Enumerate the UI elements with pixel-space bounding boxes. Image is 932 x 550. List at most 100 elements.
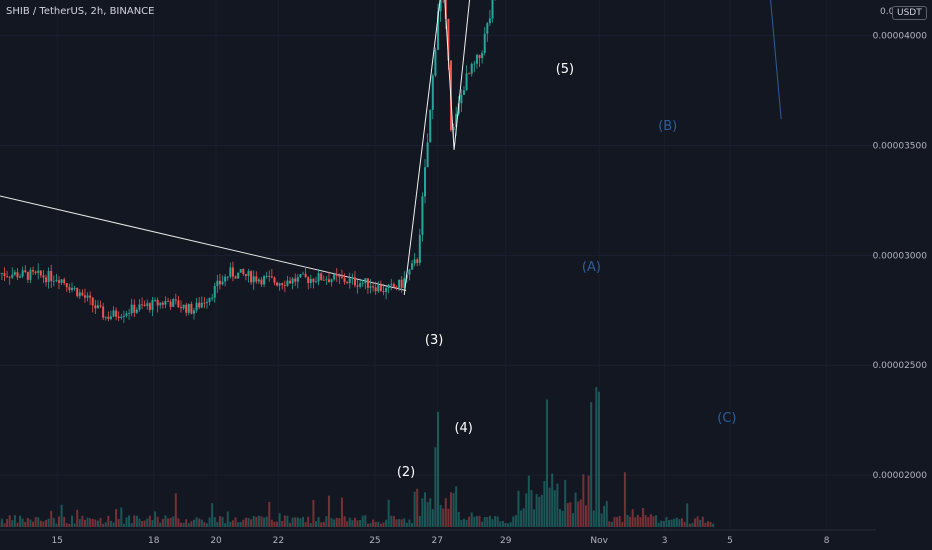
- volume-bar: [398, 519, 401, 527]
- volume-bar: [211, 503, 214, 527]
- volume-bar: [276, 521, 279, 527]
- candle-body: [117, 316, 120, 318]
- wave-label: (4): [454, 421, 472, 436]
- volume-bar: [239, 521, 242, 527]
- symbol-title[interactable]: SHIB / TetherUS, 2h, BINANCE: [6, 6, 155, 17]
- volume-bar: [512, 516, 515, 527]
- volume-bar: [0, 518, 3, 527]
- volume-bar: [161, 518, 164, 527]
- volume-bar: [644, 515, 647, 527]
- candle-body: [70, 288, 73, 290]
- volume-bar: [600, 513, 603, 527]
- volume-bar: [3, 523, 6, 527]
- candle-body: [102, 306, 105, 318]
- candle-body: [115, 310, 118, 317]
- time-tick-label: 20: [210, 536, 222, 546]
- candle-body: [3, 273, 6, 276]
- volume-bar: [154, 511, 157, 527]
- volume-bar: [13, 515, 16, 527]
- candle-body: [475, 54, 478, 64]
- candle-body: [250, 271, 253, 283]
- volume-bar: [377, 521, 380, 527]
- candle-body: [436, 11, 439, 50]
- volume-bar: [338, 518, 341, 527]
- volume-bar: [494, 515, 497, 527]
- candle-body: [234, 276, 237, 279]
- volume-bar: [683, 521, 686, 527]
- candle-body: [195, 302, 198, 311]
- candle-body: [244, 274, 247, 276]
- volume-bar: [577, 501, 580, 527]
- price-tick-label: 0.00002500: [873, 361, 928, 371]
- time-tick-label: 25: [369, 536, 380, 546]
- volume-bar: [16, 522, 19, 527]
- volume-bar: [325, 516, 328, 527]
- volume-bar: [475, 515, 478, 527]
- volume-bar: [180, 522, 183, 527]
- wave-label: (2): [397, 465, 415, 480]
- candle-body: [174, 299, 177, 301]
- candle-body: [304, 273, 307, 278]
- volume-bar: [250, 519, 253, 527]
- candle-body: [167, 301, 170, 302]
- volume-bar: [47, 518, 50, 527]
- elliott-wave-lines: [403, 0, 782, 295]
- volume-bar: [559, 509, 561, 527]
- volume-bar: [584, 505, 587, 527]
- volume-bar: [346, 521, 349, 527]
- candle-body: [135, 309, 138, 313]
- volume-bar: [465, 519, 468, 527]
- candle-body: [39, 270, 42, 276]
- volume-bar: [590, 402, 593, 527]
- volume-bar: [431, 509, 434, 527]
- volume-bar: [138, 518, 141, 527]
- candle-body: [327, 279, 330, 283]
- currency-badge[interactable]: USDT: [892, 6, 927, 20]
- volume-bar: [359, 519, 362, 527]
- candle-body: [374, 287, 377, 292]
- candle-body: [172, 299, 175, 307]
- volume-bar: [52, 518, 55, 527]
- volume-bar: [24, 521, 27, 527]
- volume-bar: [257, 515, 260, 527]
- volume-bar: [73, 523, 76, 527]
- candle-body: [73, 287, 76, 289]
- volume-bar: [99, 517, 102, 527]
- volume-bar: [538, 496, 541, 527]
- volume-bar: [613, 517, 616, 527]
- volume-bar: [488, 515, 491, 527]
- volume-bar: [231, 520, 234, 527]
- volume-bar: [221, 516, 224, 527]
- candle-body: [460, 94, 463, 104]
- candle-body: [52, 280, 55, 282]
- candle-body: [192, 310, 195, 314]
- candle-body: [16, 272, 19, 278]
- volume-bar: [102, 523, 105, 527]
- candle-body: [169, 301, 172, 307]
- volume-bar: [351, 520, 354, 527]
- candle-body: [185, 304, 188, 313]
- time-tick-label: 29: [500, 536, 512, 546]
- candle-body: [239, 269, 242, 273]
- candle-body: [6, 275, 9, 277]
- candle-body: [42, 275, 45, 278]
- volume-bar: [322, 521, 325, 527]
- volume-bar: [8, 515, 11, 527]
- volume-bar: [704, 522, 707, 527]
- candle-body: [411, 263, 414, 270]
- volume-bar: [37, 517, 40, 527]
- candle-body: [473, 63, 476, 65]
- volume-bar: [696, 516, 699, 527]
- volume-bar: [569, 502, 572, 527]
- volume-bar: [19, 515, 22, 527]
- candle-body: [481, 52, 484, 59]
- volume-bar: [169, 517, 172, 527]
- volume-bar: [670, 519, 673, 527]
- candle-body: [63, 279, 66, 284]
- volume-bar: [449, 492, 452, 527]
- volume-bar: [333, 519, 336, 527]
- candle-body: [242, 269, 245, 275]
- candle-body: [78, 292, 81, 297]
- volume-bar: [296, 517, 299, 527]
